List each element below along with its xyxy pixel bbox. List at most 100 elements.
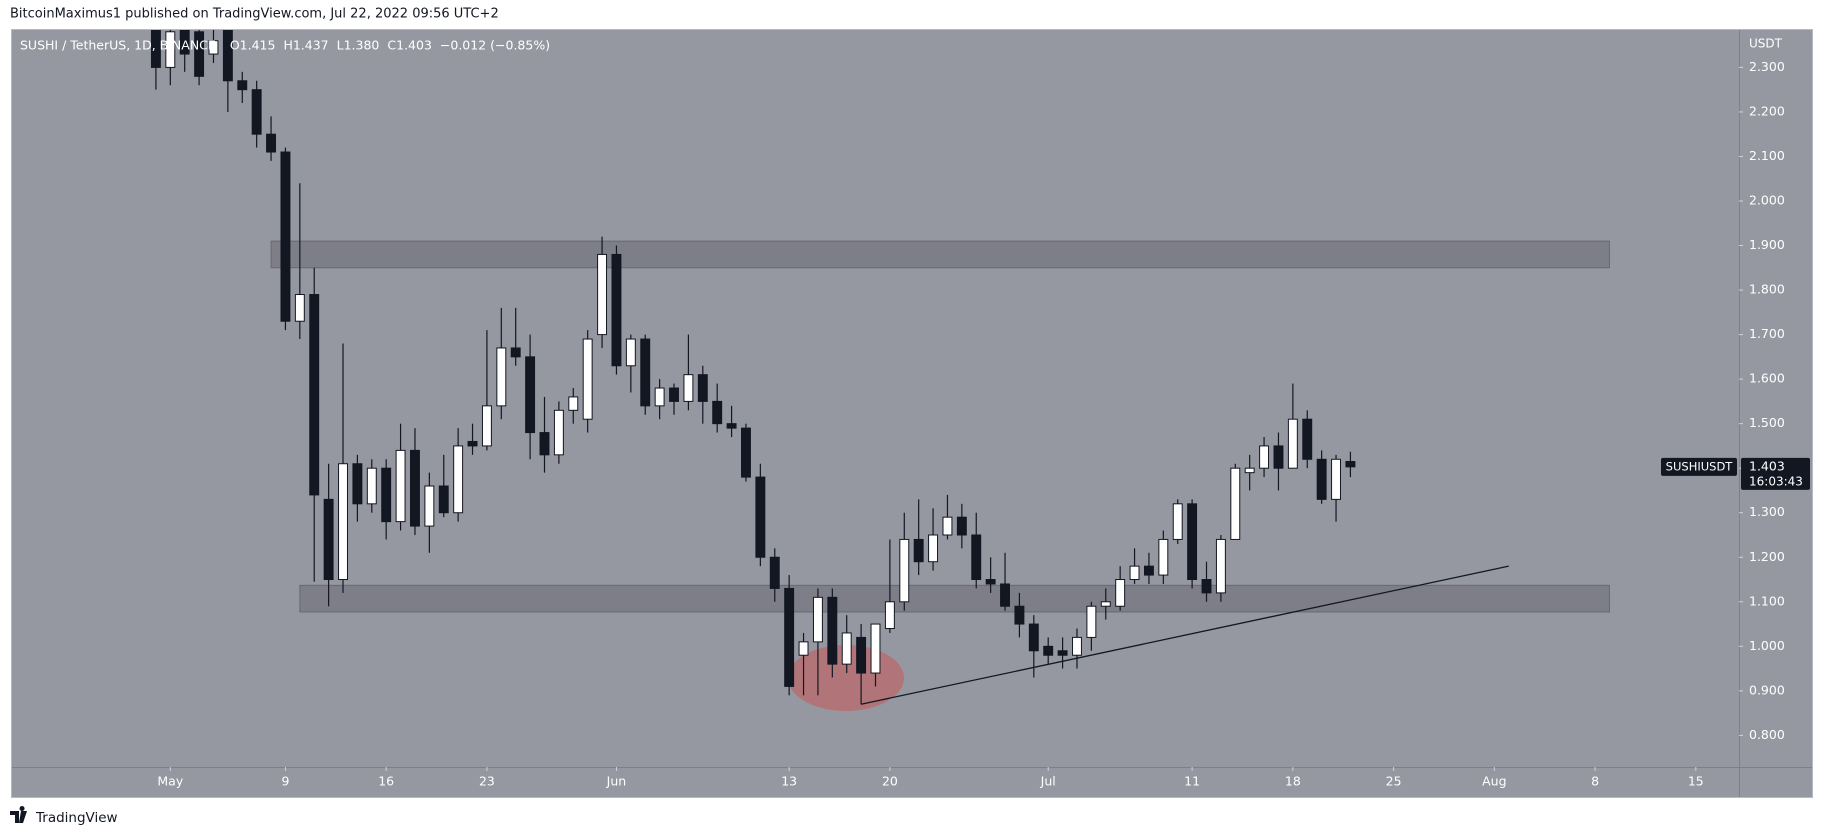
candle-body: [913, 538, 924, 563]
chart-title: SUSHI / TetherUS, 1D, BINANCE: [20, 38, 216, 53]
footer-brand: TradingView: [35, 810, 118, 826]
x-tick-label: 15: [1688, 774, 1704, 789]
zone: [299, 584, 1610, 613]
axes: USDT 2.300 2.200 2.100 2.000 1.900 1.800 1.700…: [157, 37, 1810, 789]
y-tick-label: 2.100: [1749, 148, 1785, 163]
candle-body: [352, 463, 363, 505]
zone: [270, 240, 1610, 269]
candle-body: [899, 538, 910, 603]
candle-body: [179, 30, 190, 55]
candle-body: [438, 485, 449, 514]
publisher: BitcoinMaximus1 published on TradingView…: [10, 7, 499, 22]
candle-body: [1230, 467, 1241, 540]
y-tick-label: 1.800: [1749, 282, 1785, 297]
y-tick-label: 1.900: [1749, 237, 1785, 252]
candle-body: [942, 516, 953, 536]
candle-body: [395, 449, 406, 523]
candle-body: [1215, 538, 1226, 594]
candle-body: [510, 347, 521, 358]
chart-frame: [11, 29, 1813, 798]
y-tick-label: 0.800: [1749, 727, 1785, 742]
candle-body: [150, 30, 161, 68]
candle-body: [884, 601, 895, 630]
candle-body: [309, 294, 320, 496]
candle-body: [280, 151, 291, 322]
candle-body: [841, 632, 852, 665]
candle-body: [1072, 636, 1082, 656]
legend-header: SUSHI / TetherUS, 1D, BINANCE O1.415 H1.4…: [20, 38, 550, 53]
header-value: C1.403: [387, 38, 432, 53]
candle-body: [985, 579, 996, 585]
x-tick-label: 13: [781, 774, 797, 789]
candles: [150, 30, 1356, 705]
y-tick-label: 1.500: [1749, 415, 1785, 430]
last-price: 1.403: [1749, 458, 1785, 473]
candle-body: [1331, 458, 1341, 500]
candle-body: [496, 347, 507, 407]
candle-body: [323, 498, 334, 581]
candle-body: [971, 534, 982, 581]
candle-body: [410, 449, 420, 527]
candle-body: [194, 31, 205, 77]
candle-body: [1244, 467, 1255, 474]
y-tick-label: 1.300: [1749, 504, 1785, 519]
trendline: [860, 565, 1509, 705]
x-tick-label: 9: [281, 774, 289, 789]
candle-body: [856, 636, 867, 674]
header-value: O1.415: [230, 38, 276, 53]
candle-body: [1302, 418, 1313, 460]
symbol-tag-bg: [1661, 457, 1737, 476]
candle-body: [481, 405, 492, 447]
candle-body: [1345, 461, 1356, 468]
candle-body: [1158, 538, 1169, 576]
x-tick-label: Jun: [606, 774, 627, 789]
y-tick-label: 2.300: [1749, 59, 1785, 74]
annotations: [860, 565, 1509, 705]
y-tick-label: 2.000: [1749, 193, 1785, 208]
y-unit: USDT: [1749, 37, 1783, 51]
candle-body: [1014, 605, 1025, 625]
y-tick-label: 2.200: [1749, 103, 1785, 118]
candle-body: [1057, 650, 1068, 656]
x-tick-label: 18: [1285, 774, 1301, 789]
y-tick-label: 1.000: [1749, 638, 1785, 653]
candle-body: [424, 485, 435, 527]
candle-body: [712, 400, 723, 425]
x-tick-label: 8: [1591, 774, 1599, 789]
header-value: L1.380: [337, 38, 380, 53]
candle-body: [784, 587, 795, 687]
candle-body: [1028, 623, 1039, 652]
candle-body: [467, 440, 478, 447]
candle-body: [1115, 579, 1126, 607]
candle-body: [237, 80, 248, 91]
candle-body: [1287, 418, 1298, 469]
y-tick-label: 1.700: [1749, 326, 1785, 341]
candle-body: [553, 409, 564, 456]
candle-body: [165, 31, 176, 68]
candle-body: [870, 623, 881, 674]
candle-body: [568, 396, 579, 411]
candle-body: [1100, 601, 1111, 607]
y-tick-label: 1.200: [1749, 549, 1785, 564]
y-tick-label: 1.100: [1749, 593, 1785, 608]
candle-body: [266, 133, 277, 153]
candle-body: [1043, 645, 1054, 656]
candle-body: [654, 387, 665, 407]
candle-body: [928, 534, 939, 563]
candle-body: [1172, 503, 1183, 540]
candle-body: [741, 427, 751, 478]
x-tick-label: 11: [1184, 774, 1200, 789]
candle-body: [669, 387, 679, 402]
x-tick-label: 16: [378, 774, 394, 789]
candle-body: [539, 432, 550, 456]
candle-body: [222, 30, 233, 82]
candle-body: [755, 476, 766, 558]
candle-body: [381, 467, 392, 523]
candle-body: [366, 467, 377, 505]
footer: TradingView: [10, 806, 118, 826]
x-tick-label: 25: [1386, 774, 1402, 789]
candle-body: [827, 596, 838, 665]
x-tick-label: Jul: [1040, 774, 1056, 789]
